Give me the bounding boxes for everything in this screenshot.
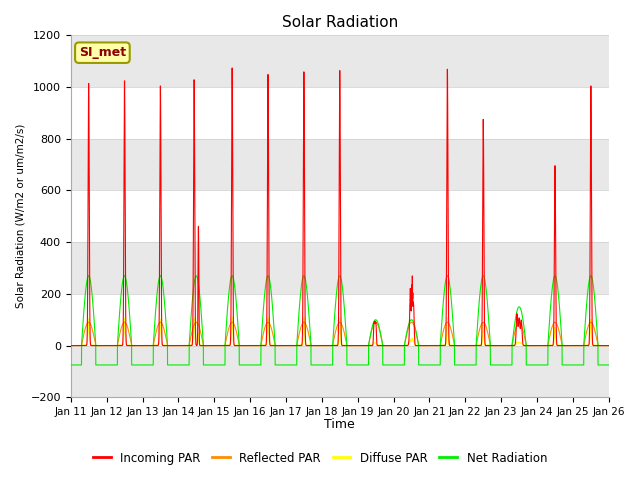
Bar <box>71 36 609 87</box>
Legend: Incoming PAR, Reflected PAR, Diffuse PAR, Net Radiation: Incoming PAR, Reflected PAR, Diffuse PAR… <box>88 447 552 469</box>
Bar <box>71 242 609 294</box>
Text: SI_met: SI_met <box>79 46 126 59</box>
Bar <box>71 139 609 191</box>
Bar <box>71 346 609 397</box>
Title: Solar Radiation: Solar Radiation <box>282 15 398 30</box>
Y-axis label: Solar Radiation (W/m2 or um/m2/s): Solar Radiation (W/m2 or um/m2/s) <box>15 124 25 309</box>
X-axis label: Time: Time <box>324 419 355 432</box>
